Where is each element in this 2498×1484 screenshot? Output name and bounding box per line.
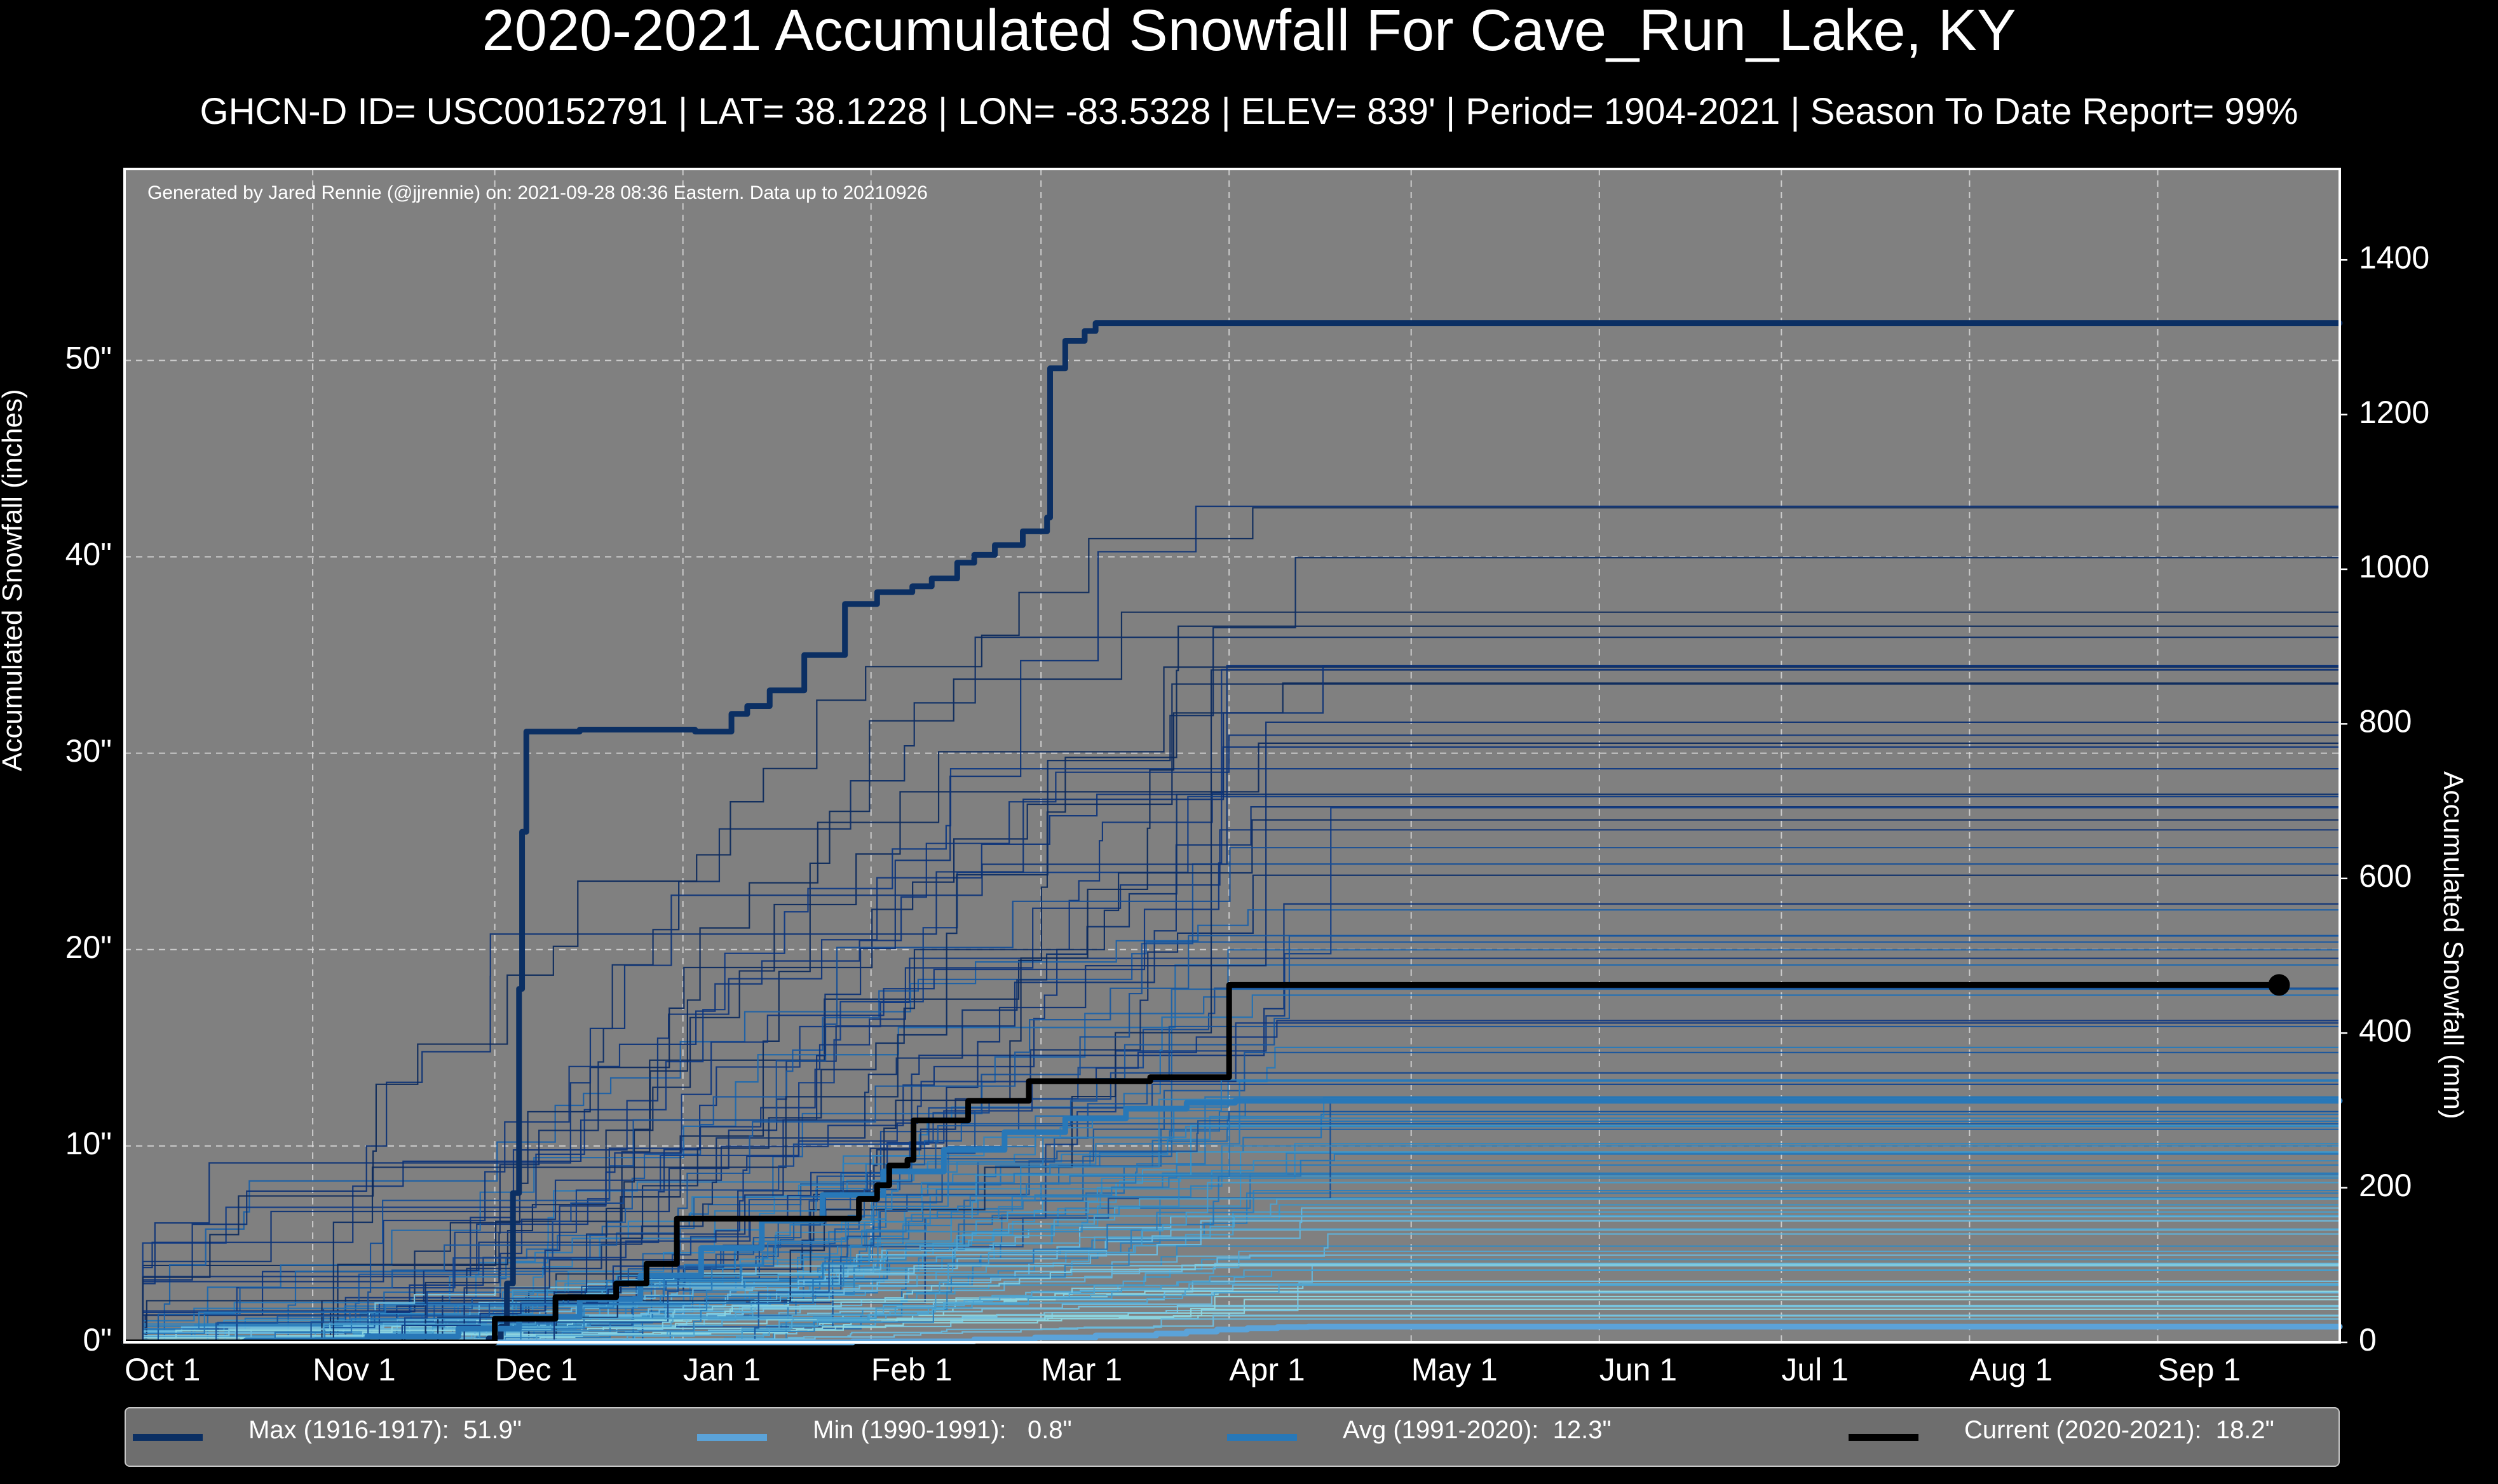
svg-text:1200: 1200 (2359, 395, 2429, 430)
svg-text:30": 30" (65, 733, 112, 769)
svg-text:0: 0 (2359, 1322, 2377, 1358)
svg-text:40": 40" (65, 537, 112, 572)
svg-text:Aug 1: Aug 1 (1969, 1352, 2053, 1387)
svg-text:50": 50" (65, 341, 112, 376)
svg-text:Dec 1: Dec 1 (495, 1352, 578, 1387)
svg-text:Jun 1: Jun 1 (1599, 1352, 1677, 1387)
svg-text:Feb 1: Feb 1 (871, 1352, 953, 1387)
svg-text:May 1: May 1 (1411, 1352, 1498, 1387)
svg-text:Jul 1: Jul 1 (1781, 1352, 1849, 1387)
svg-text:200: 200 (2359, 1168, 2412, 1203)
svg-text:800: 800 (2359, 704, 2412, 739)
svg-text:10": 10" (65, 1126, 112, 1161)
svg-text:1400: 1400 (2359, 239, 2429, 275)
svg-text:Nov 1: Nov 1 (313, 1352, 396, 1387)
svg-text:Apr 1: Apr 1 (1229, 1352, 1305, 1387)
svg-text:0": 0" (83, 1322, 112, 1358)
svg-text:Oct 1: Oct 1 (125, 1352, 200, 1387)
svg-text:400: 400 (2359, 1013, 2412, 1048)
svg-text:Mar 1: Mar 1 (1041, 1352, 1122, 1387)
svg-text:20": 20" (65, 929, 112, 965)
svg-text:600: 600 (2359, 858, 2412, 894)
svg-text:1000: 1000 (2359, 549, 2429, 584)
svg-text:Sep 1: Sep 1 (2158, 1352, 2241, 1387)
svg-text:Jan 1: Jan 1 (683, 1352, 761, 1387)
